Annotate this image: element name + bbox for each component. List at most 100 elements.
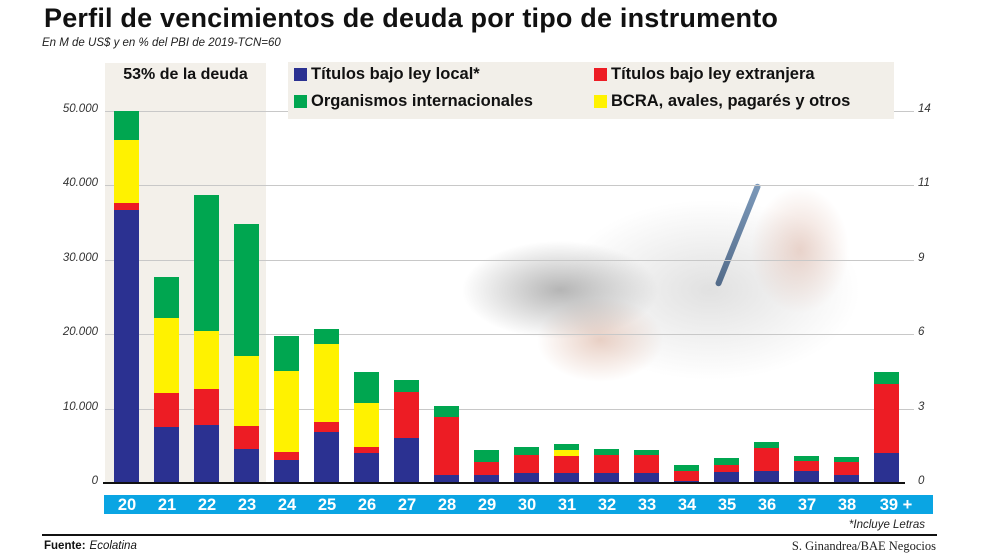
x-tick-label: 36 [757,496,777,514]
bar-segment [394,392,419,439]
gridline [105,185,900,186]
bar-segment [794,461,819,472]
bar-segment [714,465,739,472]
bar-segment [514,446,539,456]
bar-segment [554,473,579,483]
bar-39 [874,372,899,483]
bar-segment [194,331,219,390]
legend: Títulos bajo ley local* Títulos bajo ley… [288,62,894,119]
bar-segment [194,195,219,332]
bar-segment [674,480,699,483]
x-tick-label: 38 [837,496,857,514]
x-tick-label: 26 [357,496,377,514]
bar-32 [594,448,619,483]
y-tick-label-left: 50.000 [62,103,98,115]
bar-segment [434,405,459,417]
x-tick-label: 20 [117,496,137,514]
bar-segment [154,277,179,318]
bar-segment [314,329,339,344]
x-axis-line [103,482,905,484]
source-label: Fuente: [44,540,86,552]
background-photo [410,140,910,440]
bar-segment [634,449,659,456]
x-tick-label: 35 [717,496,737,514]
x-tick-label: 31 [557,496,577,514]
y-tick-label-right: 14 [918,103,931,115]
bar-segment [634,455,659,474]
right-tick [900,185,914,186]
bar-segment [834,474,859,483]
bar-31 [554,443,579,483]
x-tick-label: 34 [677,496,697,514]
bar-segment [474,474,499,483]
bar-segment [354,453,379,483]
legend-item-bcra: BCRA, avales, pagarés y otros [594,92,850,111]
right-tick [900,334,914,335]
bar-segment [874,384,899,454]
x-tick-label: 29 [477,496,497,514]
bar-segment [354,372,379,404]
right-tick [900,409,914,410]
yellow-square-icon [594,95,607,108]
bar-segment [274,370,299,452]
bar-segment [674,465,699,472]
bar-segment [474,450,499,463]
bar-segment [274,336,299,371]
footnote: *Incluye Letras [848,519,925,531]
y-tick-label-left: 20.000 [62,326,98,338]
bar-segment [514,455,539,474]
bar-35 [714,458,739,483]
chart-subtitle: En M de US$ y en % del PBI de 2019-TCN=6… [42,37,281,49]
source: Fuente: Ecolatina [44,540,137,552]
bar-segment [834,457,859,463]
y-tick-label-left: 30.000 [62,252,98,264]
y-tick-label-left: 40.000 [62,177,98,189]
bar-28 [434,405,459,483]
bar-26 [354,372,379,483]
x-tick-label: 33 [637,496,657,514]
bar-segment [234,355,259,426]
bar-segment [394,438,419,483]
gridline [105,334,900,335]
bar-25 [314,329,339,483]
footer-divider [42,534,937,536]
legend-label: Títulos bajo ley local* [311,65,480,83]
bar-segment [554,443,579,450]
bar-segment [114,203,139,210]
bar-segment [114,140,139,204]
x-tick-label: 30 [517,496,537,514]
highlight-label: 53% de la deuda [123,66,248,83]
bar-segment [474,462,499,475]
bar-30 [514,446,539,483]
bar-segment [194,389,219,425]
y-tick-label-right: 9 [918,252,925,264]
bar-24 [274,336,299,483]
bar-segment [314,422,339,432]
credit: S. Ginandrea/BAE Negocios [791,539,936,553]
bar-segment [874,453,899,483]
bar-segment [394,380,419,393]
bar-segment [154,427,179,483]
green-square-icon [294,95,307,108]
bar-segment [114,210,139,483]
red-square-icon [594,68,607,81]
bar-segment [274,459,299,483]
bar-22 [194,195,219,483]
bar-segment [594,473,619,483]
bar-37 [794,455,819,483]
bar-38 [834,457,859,483]
x-tick-label: 23 [237,496,257,514]
bar-segment [594,455,619,474]
x-tick-label: 32 [597,496,617,514]
bar-segment [634,473,659,483]
bar-segment [154,317,179,393]
y-tick-label-right: 11 [918,177,930,189]
bar-segment [874,372,899,384]
gridline [105,409,900,410]
bar-segment [274,451,299,460]
bar-34 [674,465,699,483]
legend-label: Títulos bajo ley extranjera [611,65,815,83]
bar-segment [194,424,219,483]
bar-segment [354,403,379,447]
